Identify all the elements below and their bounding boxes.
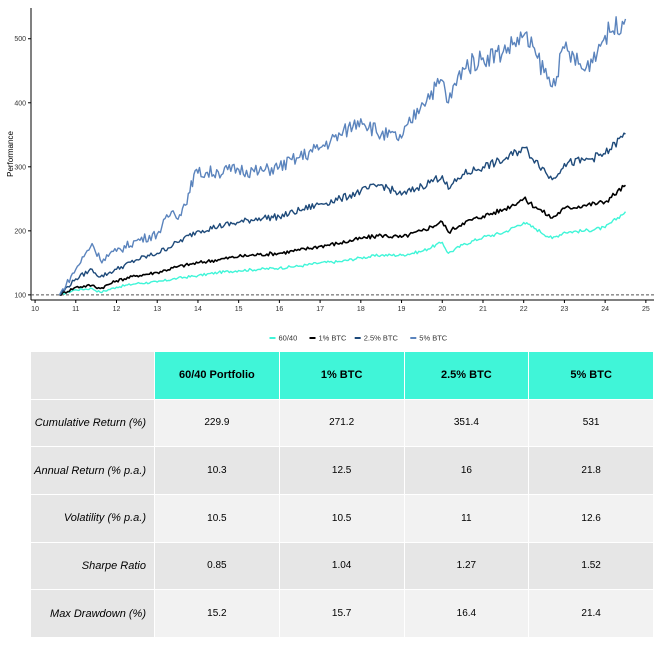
legend-label: 1% BTC [319,334,348,343]
performance-chart-svg: 100 200 300 400 500 10 11 12 13 14 15 16 17 18 19 20 21 2… [6,8,654,343]
table-cell: 531 [529,399,654,448]
table-cell: 12.6 [529,495,654,543]
table-row-label: Max Drawdown (%) [31,590,155,638]
table-cell: 16.4 [404,590,530,638]
table-cell: 271.2 [279,399,405,448]
x-tick-label: 10 [31,306,39,313]
series-line-5pct-btc [58,16,627,296]
performance-chart: 100 200 300 400 500 10 11 12 13 14 15 16 17 18 19 20 21 2… [6,8,654,343]
table-corner [31,352,155,400]
x-tick-label: 12 [113,306,121,313]
y-tick-label: 100 [14,292,26,299]
table-cell: 351.4 [404,399,530,448]
table-cell: 21.4 [529,590,654,638]
x-tick-label: 21 [479,306,487,313]
table-cell: 10.5 [155,495,280,543]
y-tick-label: 300 [14,164,26,171]
table-cell: 15.2 [155,590,280,638]
x-tick-label: 13 [153,306,161,313]
x-tick-label: 25 [642,306,650,313]
table-header-cell: 1% BTC [279,352,405,400]
x-tick-label: 20 [438,306,446,313]
table-cell: 1.52 [529,542,654,591]
table-cell: 10.5 [279,495,405,543]
series-line-60-40 [59,211,627,296]
x-tick-label: 11 [72,306,79,313]
table-cell: 21.8 [529,447,654,495]
y-axis-label: Performance [6,131,15,177]
y-tick-label: 200 [14,228,26,235]
table-cell: 16 [404,447,530,495]
x-tick-label: 16 [275,306,283,313]
x-tick-label: 15 [235,306,243,313]
series-line-1pct-btc [59,184,627,296]
x-tick-label: 17 [316,306,324,313]
table-cell: 229.9 [155,399,280,448]
table-row-label: Annual Return (% p.a.) [31,447,155,495]
x-tick-label: 18 [357,306,365,313]
x-tick-label: 19 [398,306,406,313]
table-cell: 1.27 [404,542,530,591]
table-cell: 12.5 [279,447,405,495]
legend-label: 5% BTC [419,334,448,343]
table-row-label: Volatility (% p.a.) [31,495,155,543]
x-tick-label: 23 [561,306,569,313]
stats-table: 60/40 Portfolio 1% BTC 2.5% BTC 5% BTC C… [31,352,654,638]
table-cell: 11 [404,495,530,543]
table-header-cell: 60/40 Portfolio [155,352,280,400]
legend-label: 2.5% BTC [364,334,399,343]
x-tick-label: 24 [601,306,609,313]
table-header-cell: 5% BTC [529,352,654,400]
table-cell: 15.7 [279,590,405,638]
y-tick-label: 400 [14,100,26,107]
table-cell: 10.3 [155,447,280,495]
x-tick-label: 14 [194,306,202,313]
table-cell: 0.85 [155,542,280,591]
table-header-cell: 2.5% BTC [404,352,530,400]
series-line-2-5pct-btc [59,132,626,296]
legend-label: 60/40 [279,334,298,343]
x-tick-label: 22 [520,306,528,313]
y-tick-label: 500 [14,36,26,43]
table-cell: 1.04 [279,542,405,591]
table-row-label: Sharpe Ratio [31,542,155,591]
table-row-label: Cumulative Return (%) [31,399,155,448]
